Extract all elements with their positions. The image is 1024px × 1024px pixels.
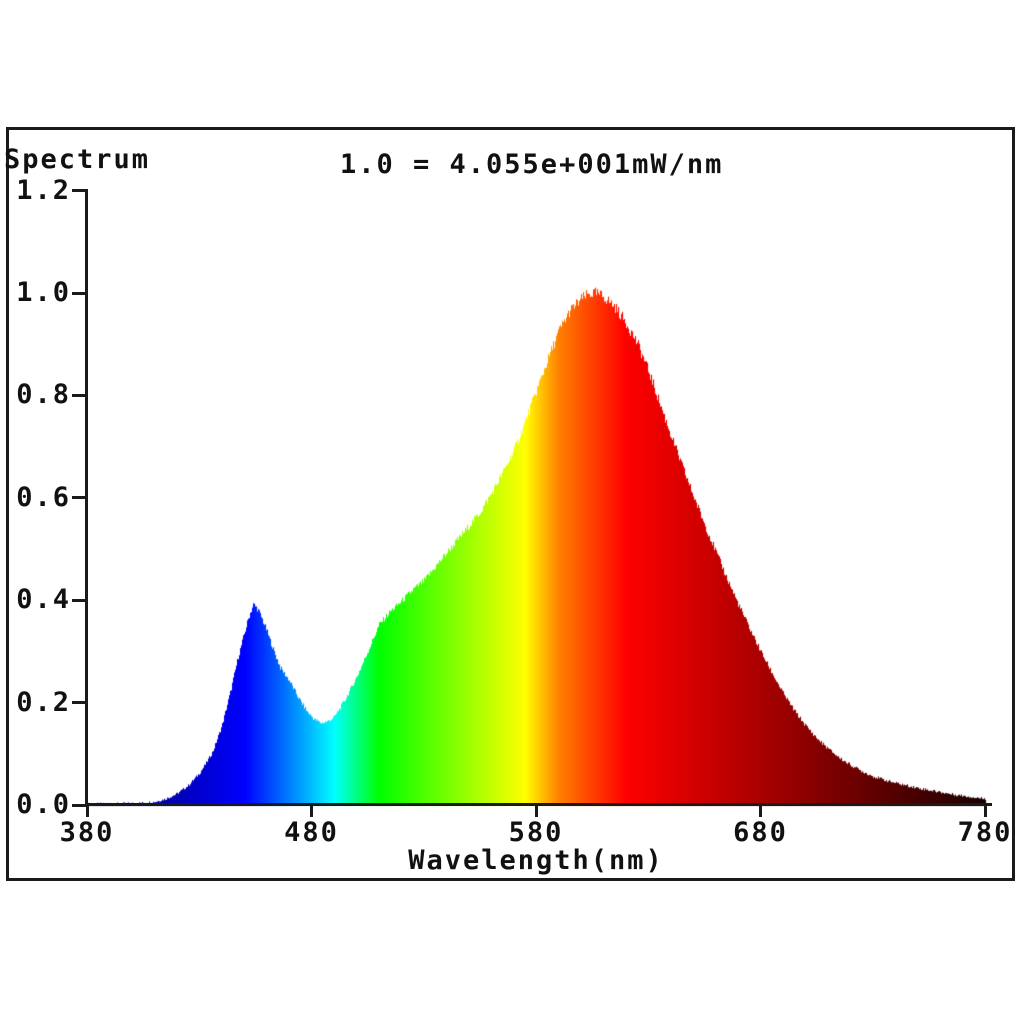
- y-tick-label: 0.4: [16, 584, 71, 616]
- x-axis-label: Wavelength(nm): [408, 845, 664, 876]
- x-tick-mark: [759, 806, 762, 817]
- y-tick-mark: [72, 393, 86, 397]
- x-tick-mark: [983, 806, 987, 817]
- x-axis-line: [85, 803, 992, 806]
- y-tick-label: 0.2: [16, 686, 71, 718]
- x-tick-label: 380: [59, 817, 115, 848]
- y-tick-mark: [72, 496, 86, 500]
- chart-title: Spectrum: [4, 144, 151, 175]
- scale-annotation: 1.0 = 4.055e+001mW/nm: [340, 149, 724, 180]
- x-tick-label: 480: [284, 817, 339, 848]
- x-tick-label: 780: [957, 817, 1013, 848]
- y-tick-label: 1.2: [16, 174, 71, 206]
- y-tick-mark: [72, 189, 86, 193]
- y-tick-label: 0.0: [16, 789, 71, 820]
- y-tick-label: 0.6: [16, 481, 71, 513]
- x-tick-mark: [310, 806, 313, 817]
- y-tick-mark: [72, 291, 86, 295]
- y-tick-label: 1.0: [16, 277, 71, 308]
- y-tick-mark: [72, 803, 86, 807]
- y-axis-line: [85, 189, 88, 806]
- y-tick-mark: [72, 701, 86, 705]
- x-tick-label: 680: [733, 817, 788, 848]
- x-tick-mark: [534, 806, 538, 817]
- y-tick-label: 0.8: [16, 379, 71, 411]
- y-tick-mark: [72, 598, 86, 602]
- x-tick-mark: [85, 806, 89, 817]
- x-tick-label: 580: [508, 817, 564, 848]
